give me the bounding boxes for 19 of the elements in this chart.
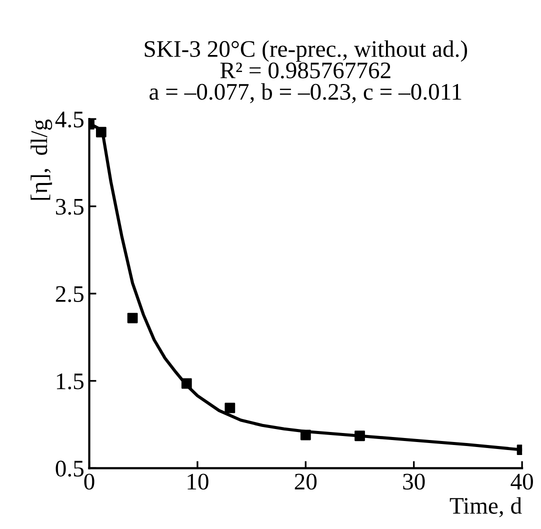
- point: [300, 430, 311, 440]
- point: [354, 430, 365, 442]
- y-axis-title: [η], dl/g: [30, 119, 52, 200]
- x-axis-title: Time, d: [450, 497, 522, 518]
- x-tick-label: 10: [188, 474, 208, 490]
- y-tick-label: 1.5: [56, 373, 84, 390]
- x-tick-label: 40: [510, 474, 533, 490]
- y-tick-label: 4.5: [55, 112, 84, 128]
- point: [181, 378, 192, 389]
- chart-title: SKI-3 20°C (re-prec., without ad.) R² = 0.985767762 a = –0.077, b = –0.23, c = –0.011: [144, 40, 468, 104]
- x-tick-label: 20: [294, 474, 317, 490]
- x-tick-label: 30: [403, 474, 425, 490]
- point: [224, 402, 236, 414]
- y-tick-label: 0.5: [56, 460, 84, 477]
- x-tick-label: 0: [84, 474, 94, 490]
- y-tick-label: 3.5: [56, 198, 84, 215]
- point: [96, 126, 106, 138]
- y-tick-label: 2.5: [56, 286, 84, 302]
- point: [127, 312, 138, 324]
